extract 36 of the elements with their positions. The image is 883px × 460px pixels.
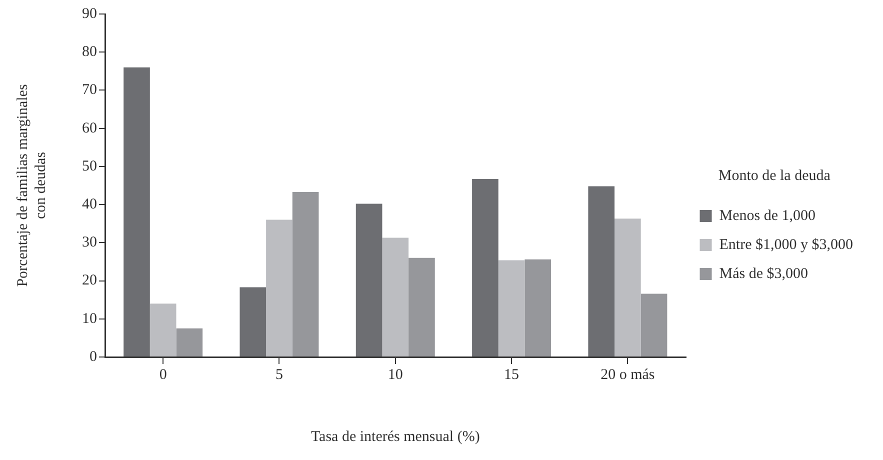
x-tick-label: 15 — [504, 366, 520, 383]
x-tick-label: 5 — [275, 366, 283, 383]
legend-label: Menos de 1,000 — [719, 208, 816, 224]
y-tick-label: 90 — [82, 6, 97, 22]
y-tick-label: 70 — [82, 82, 97, 98]
y-tick-label: 30 — [82, 234, 97, 251]
y-tick-label: 0 — [90, 348, 97, 365]
bar — [588, 186, 615, 356]
bar — [408, 258, 435, 356]
y-tick-label: 60 — [82, 120, 97, 136]
bar — [124, 67, 150, 356]
bar — [382, 238, 409, 356]
bar — [176, 328, 203, 356]
bar — [498, 260, 525, 356]
x-tick-label: 20 o más — [600, 366, 655, 383]
y-tick-label: 50 — [82, 158, 97, 174]
legend-label: Entre $1,000 y $3,000 — [719, 236, 853, 253]
bar — [240, 287, 266, 356]
bar — [356, 204, 382, 356]
bar — [266, 220, 292, 356]
y-tick-label: 80 — [82, 44, 97, 60]
bar — [292, 192, 319, 356]
x-axis-title: Tasa de interés mensual (%) — [310, 428, 480, 445]
y-axis-title: Porcentaje de familias marginales con deudas — [14, 84, 49, 287]
y-tick-label: 40 — [82, 196, 97, 212]
bar — [150, 304, 176, 356]
legend-label: Más de $3,000 — [719, 266, 808, 282]
bar — [614, 218, 641, 356]
bar — [472, 179, 498, 356]
x-tick-label: 10 — [388, 366, 403, 383]
bar — [640, 294, 668, 356]
y-tick-label: 10 — [82, 310, 97, 327]
y-tick-label: 20 — [82, 272, 97, 289]
bar — [524, 259, 552, 356]
legend-title: Monto de la deuda — [718, 168, 831, 184]
x-tick-label: 0 — [159, 366, 167, 383]
